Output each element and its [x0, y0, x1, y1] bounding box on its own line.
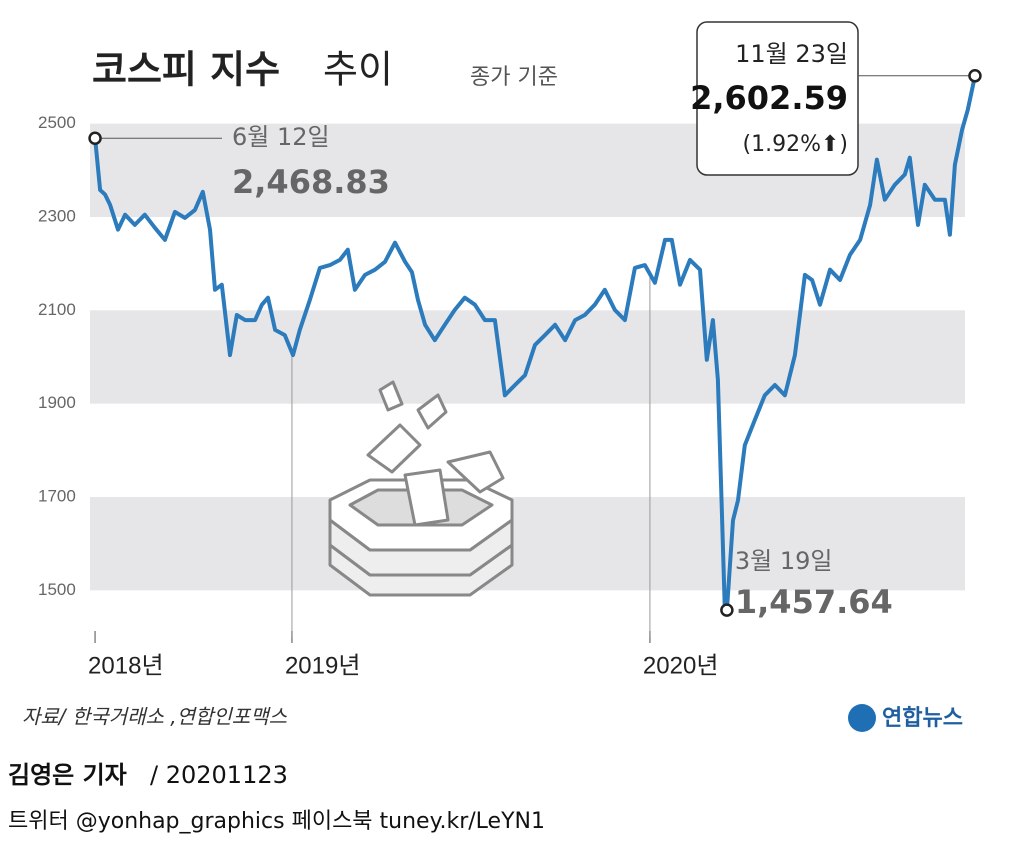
logo-icon — [848, 704, 876, 732]
reporter: 김영은 기자 — [8, 761, 127, 789]
y-tick-label: 2300 — [38, 206, 76, 225]
bands — [90, 123, 965, 591]
value-label: 1,457.64 — [735, 583, 893, 621]
y-tick-label: 1900 — [38, 393, 76, 412]
change-label: (1.92%⬆) — [743, 132, 849, 157]
date-label: 6월 12일 — [232, 123, 330, 151]
value-label: 2,468.83 — [232, 163, 390, 201]
annotations: 6월 12일 2,468.83 3월 19일 1,457.64 11월 23일 2,602… — [88, 21, 982, 621]
date: / 20201123 — [150, 761, 288, 789]
grid-band — [90, 497, 965, 591]
y-tick-label: 1500 — [38, 580, 76, 599]
date-label: 11월 23일 — [735, 40, 848, 68]
date-label: 3월 19일 — [735, 547, 833, 575]
logo: 연합뉴스 — [848, 704, 963, 732]
value-label: 2,602.59 — [690, 79, 848, 117]
point-marker — [720, 603, 734, 617]
x-tick-label: 2019년 — [285, 652, 360, 679]
social: 트위터 @yonhap_graphics 페이스북 tuney.kr/LeYN1 — [8, 809, 545, 834]
callout-box — [696, 21, 859, 176]
point-marker — [968, 69, 982, 83]
y-tick-label: 2100 — [38, 300, 76, 319]
y-tick-label: 2500 — [38, 113, 76, 132]
grid-band — [90, 310, 965, 404]
plot — [93, 75, 977, 613]
illustration — [328, 380, 514, 597]
x-tick-label: 2018년 — [88, 652, 163, 679]
chart-title: 코스피 지수 — [92, 48, 280, 92]
y-tick-label: 1700 — [38, 486, 76, 505]
logo-text: 연합뉴스 — [882, 705, 963, 731]
axes: 2500 2300 2100 1900 1700 1500 2018년 2019년 2020년 — [38, 113, 718, 679]
x-tick-label: 2020년 — [643, 652, 718, 679]
chart-title-rest: 추이 — [323, 48, 393, 92]
point-marker — [88, 131, 102, 145]
subtitle: 종가 기준 — [470, 65, 558, 90]
line — [93, 75, 977, 613]
source: 자료/ 한국거래소 ,연합인포맥스 — [22, 705, 288, 729]
